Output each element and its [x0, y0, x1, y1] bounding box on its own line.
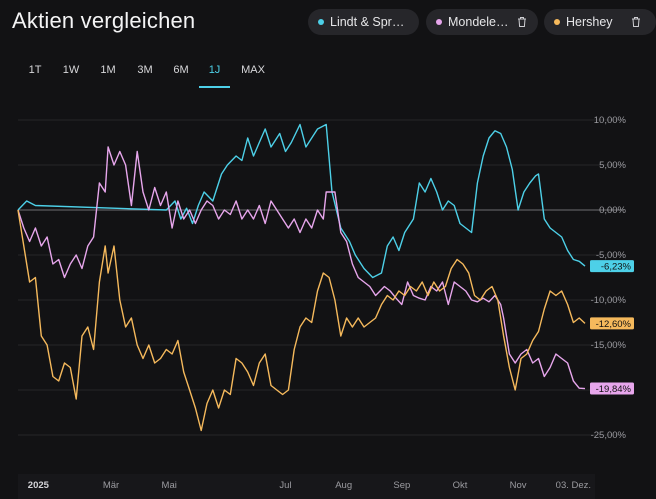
- series-line-0[interactable]: [17, 123, 586, 279]
- tab-1j[interactable]: 1J: [199, 62, 230, 88]
- tab-max[interactable]: MAX: [241, 64, 265, 76]
- x-tick-label: Jul: [279, 480, 291, 491]
- series-end-label: -19,84%: [590, 382, 634, 395]
- y-tick-label: 5,00%: [599, 160, 626, 171]
- end-label-box: [590, 382, 634, 395]
- tab-6m[interactable]: 6M: [173, 64, 189, 76]
- x-tick-label: Aug: [335, 480, 352, 491]
- x-tick-label: 2025: [28, 480, 50, 491]
- x-tick-label: Mai: [162, 480, 177, 491]
- end-label-box: [590, 260, 634, 273]
- compare-chip-mondelez[interactable]: Mondelez I…: [426, 9, 538, 35]
- series-end-label: -6,23%: [590, 260, 634, 273]
- y-tick-label: 0,00%: [599, 205, 626, 216]
- x-tick-label: 03. Dez.: [556, 480, 591, 491]
- y-tick-label: -25,00%: [591, 430, 627, 441]
- x-tick-label: Okt: [453, 480, 468, 491]
- series-color-dot: [318, 19, 324, 25]
- tab-1m[interactable]: 1M: [100, 64, 116, 76]
- series-line-2[interactable]: [17, 209, 586, 432]
- x-tick-label: Sep: [393, 480, 410, 491]
- trash-icon[interactable]: [516, 15, 528, 29]
- trash-icon[interactable]: [630, 15, 642, 29]
- x-axis-band: [18, 474, 595, 499]
- compare-chip-hershey[interactable]: Hershey: [544, 9, 656, 35]
- series-line-1[interactable]: [17, 146, 586, 390]
- tab-1t[interactable]: 1T: [28, 64, 42, 76]
- series-color-dot: [436, 19, 442, 25]
- y-tick-label: -5,00%: [596, 250, 627, 261]
- end-label-value: -19,84%: [596, 384, 632, 395]
- series-color-dot: [554, 19, 560, 25]
- y-tick-label: -10,00%: [591, 295, 627, 306]
- y-tick-label: -15,00%: [591, 340, 627, 351]
- tab-1w[interactable]: 1W: [62, 64, 80, 76]
- end-label-value: -6,23%: [601, 262, 632, 273]
- end-label-box: [590, 317, 634, 330]
- y-tick-label: 10,00%: [594, 115, 627, 126]
- x-tick-label: Mär: [103, 480, 119, 491]
- compare-chip-lindt[interactable]: Lindt & Sprue…: [308, 9, 419, 35]
- end-label-value: -12,60%: [596, 319, 632, 330]
- x-tick-label: Nov: [510, 480, 527, 491]
- series-end-label: -12,60%: [590, 317, 634, 330]
- page-title: Aktien vergleichen: [12, 8, 196, 33]
- tab-3m[interactable]: 3M: [137, 64, 153, 76]
